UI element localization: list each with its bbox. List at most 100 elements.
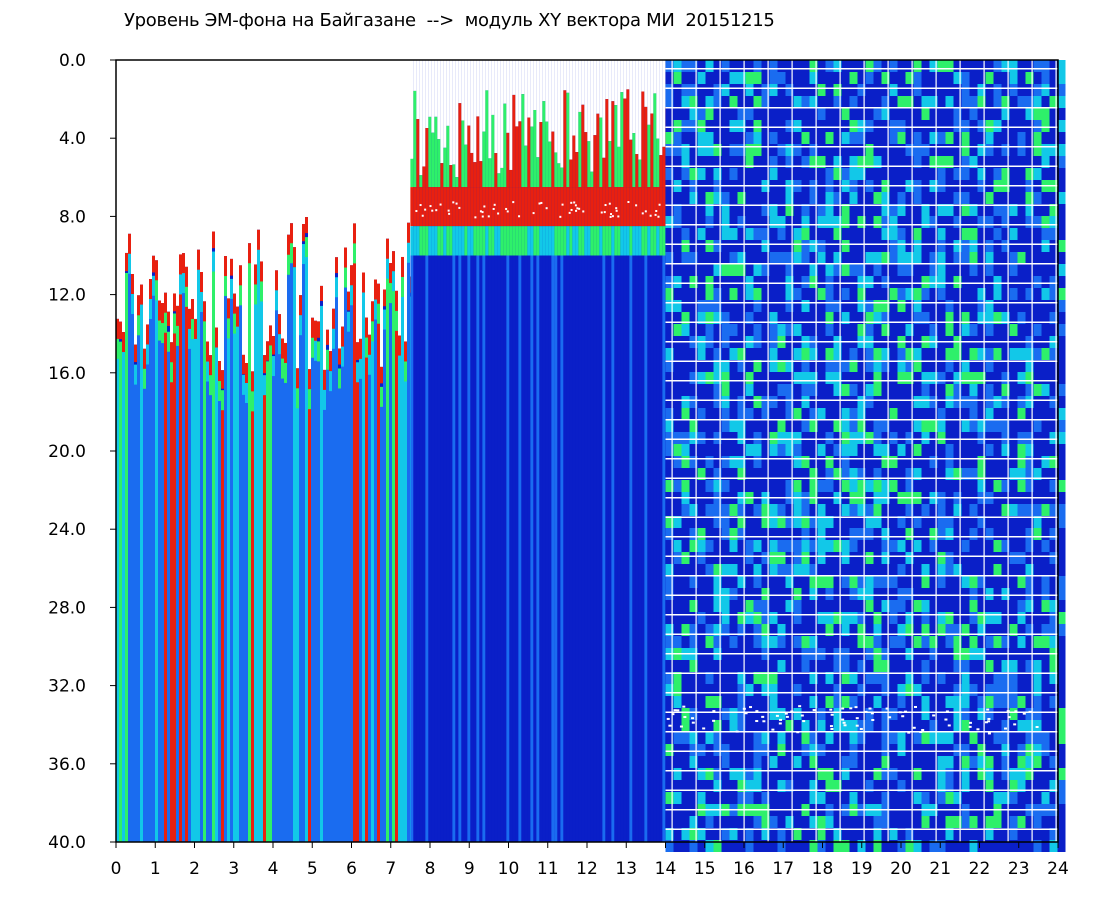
heatmap-cell — [623, 187, 627, 227]
heatmap-cell — [761, 168, 770, 180]
heatmap-cell — [155, 260, 158, 283]
heatmap-cell — [785, 60, 794, 72]
heatmap-cell — [729, 456, 738, 468]
heatmap-cell — [897, 660, 906, 672]
heatmap-cell — [953, 264, 962, 276]
heatmap-cell — [969, 384, 978, 396]
heatmap-cell — [977, 588, 986, 600]
heatmap-cell — [889, 564, 898, 576]
heatmap-cell — [705, 516, 714, 528]
heatmap-cell — [705, 624, 714, 636]
heatmap-cell — [681, 444, 690, 456]
heatmap-cell — [626, 60, 630, 90]
heatmap-cell — [817, 132, 826, 144]
heatmap-cell — [985, 456, 994, 468]
heatmap-cell — [146, 364, 149, 842]
heatmap-cell — [1057, 276, 1066, 288]
heatmap-cell — [913, 576, 922, 588]
heatmap-cell — [689, 108, 698, 120]
heatmap-cell — [227, 60, 230, 299]
heatmap-cell — [985, 360, 994, 372]
heatmap-cell — [539, 122, 543, 188]
heatmap-cell — [889, 672, 898, 684]
heatmap-cell — [299, 60, 302, 296]
heatmap-cell — [777, 840, 786, 852]
heatmap-cell — [323, 409, 326, 842]
heatmap-cell — [905, 384, 914, 396]
heatmap-cell — [474, 216, 477, 219]
heatmap-cell — [446, 60, 450, 126]
heatmap-cell — [873, 660, 882, 672]
heatmap-cell — [929, 720, 938, 732]
heatmap-cell — [347, 60, 350, 292]
heatmap-cell — [356, 342, 359, 361]
heatmap-cell — [953, 372, 962, 384]
heatmap-cell — [1057, 84, 1066, 96]
heatmap-cell — [937, 60, 946, 72]
heatmap-cell — [777, 396, 786, 408]
heatmap-cell — [380, 60, 383, 367]
x-tick-label: 2 — [189, 859, 200, 879]
heatmap-cell — [254, 304, 257, 843]
heatmap-cell — [985, 480, 994, 492]
heatmap-cell — [158, 60, 161, 301]
heatmap-cell — [985, 504, 994, 516]
heatmap-cell — [801, 324, 810, 336]
heatmap-cell — [913, 312, 922, 324]
heatmap-cell — [913, 456, 922, 468]
heatmap-cell — [969, 168, 978, 180]
heatmap-cell — [689, 240, 698, 252]
heatmap-cell — [662, 226, 666, 256]
x-tick-label: 14 — [655, 859, 677, 879]
heatmap-cell — [769, 756, 778, 768]
heatmap-cell — [873, 756, 882, 768]
heatmap-cell — [785, 276, 794, 288]
heatmap-cell — [897, 312, 906, 324]
heatmap-cell — [1017, 384, 1026, 396]
heatmap-cell — [654, 213, 657, 216]
heatmap-cell — [825, 744, 834, 756]
heatmap-cell — [873, 696, 882, 708]
heatmap-cell — [753, 168, 762, 180]
heatmap-cell — [945, 792, 954, 804]
heatmap-cell — [961, 72, 970, 84]
heatmap-cell — [985, 96, 994, 108]
heatmap-cell — [761, 468, 770, 480]
heatmap-cell — [233, 60, 236, 294]
heatmap-cell — [849, 672, 858, 684]
heatmap-cell — [913, 420, 922, 432]
heatmap-cell — [977, 564, 986, 576]
heatmap-cell — [737, 636, 746, 648]
heatmap-cell — [737, 780, 746, 792]
heatmap-cell — [889, 456, 898, 468]
heatmap-cell — [985, 792, 994, 804]
heatmap-cell — [929, 444, 938, 456]
heatmap-cell — [697, 720, 706, 732]
grid-line — [665, 809, 1058, 811]
heatmap-cell — [705, 792, 714, 804]
heatmap-cell — [841, 300, 850, 312]
heatmap-cell — [1025, 276, 1034, 288]
heatmap-cell — [587, 226, 591, 256]
heatmap-cell — [857, 144, 866, 156]
heatmap-cell — [1033, 528, 1042, 540]
grid-line — [665, 438, 1058, 440]
heatmap-cell — [833, 720, 842, 732]
heatmap-cell — [785, 204, 794, 216]
heatmap-cell — [785, 828, 794, 840]
heatmap-cell — [873, 444, 882, 456]
heatmap-cell — [125, 292, 128, 842]
heatmap-cell — [817, 408, 826, 420]
heatmap-cell — [1001, 288, 1010, 300]
heatmap-cell — [272, 60, 275, 337]
heatmap-cell — [801, 768, 810, 780]
heatmap-cell — [227, 338, 230, 842]
heatmap-cell — [482, 255, 486, 842]
heatmap-cell — [681, 348, 690, 360]
heatmap-cell — [721, 720, 730, 732]
heatmap-cell — [1025, 96, 1034, 108]
heatmap-cell — [969, 816, 978, 828]
heatmap-cell — [560, 226, 564, 256]
heatmap-cell — [428, 255, 432, 842]
heatmap-cell — [1001, 516, 1010, 528]
